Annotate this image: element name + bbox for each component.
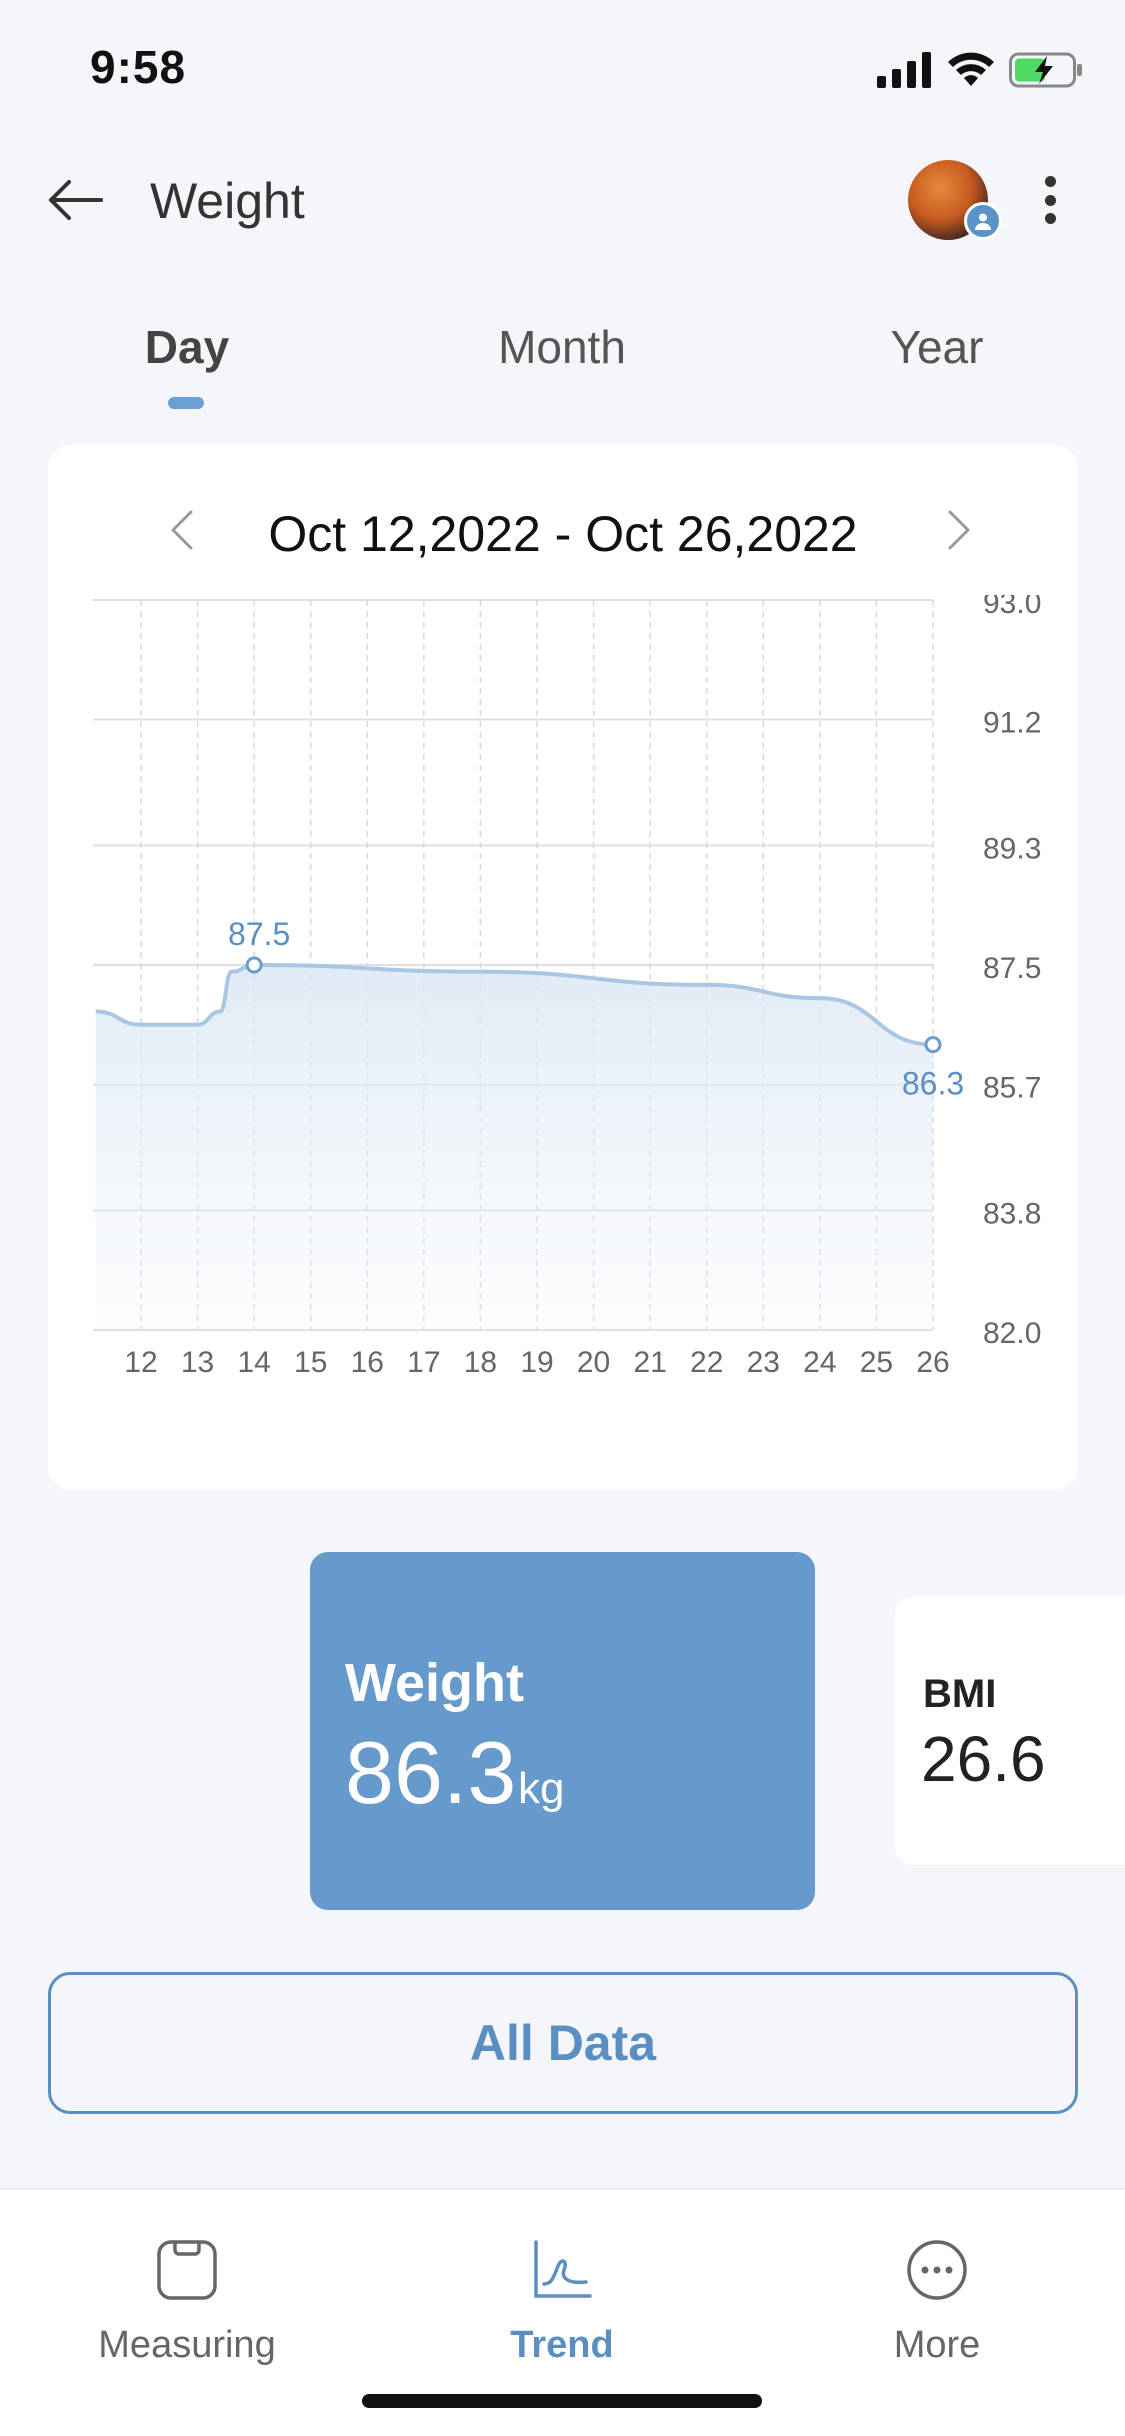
weight-trend-chart: 93.0 91.2 89.3 87.5 85.7 83.8 82.0 12 13 14 15 16 17… xyxy=(93,595,1041,1379)
x-tick-label: 16 xyxy=(351,1346,384,1379)
y-tick-label: 91.2 xyxy=(983,706,1041,739)
bmi-metric-card[interactable]: BMI 26.6 xyxy=(895,1597,1125,1865)
y-tick-label: 83.8 xyxy=(983,1198,1041,1231)
tabbar-item-measuring[interactable]: Measuring xyxy=(57,2230,317,2367)
y-tick-label: 87.5 xyxy=(983,952,1041,985)
back-button[interactable] xyxy=(40,170,110,230)
tabbar-item-trend[interactable]: Trend xyxy=(432,2230,692,2367)
series-area xyxy=(95,965,933,1330)
weight-metric-card[interactable]: Weight 86.3 kg xyxy=(310,1552,815,1910)
tab-month[interactable]: Month xyxy=(498,321,626,373)
user-badge-icon xyxy=(964,202,1002,240)
chevron-left-icon xyxy=(171,510,193,550)
bmi-value: 26.6 xyxy=(921,1723,1046,1795)
tab-day[interactable]: Day xyxy=(144,321,230,373)
home-indicator xyxy=(362,2394,762,2408)
x-tick-label: 18 xyxy=(464,1346,497,1379)
tab-year[interactable]: Year xyxy=(890,321,984,373)
y-tick-label: 82.0 xyxy=(983,1317,1041,1350)
weight-unit: kg xyxy=(518,1764,565,1813)
x-tick-label: 21 xyxy=(633,1346,666,1379)
weight-label: Weight xyxy=(345,1653,524,1713)
series-line xyxy=(95,962,934,1047)
y-tick-label: 93.0 xyxy=(983,595,1041,620)
x-tick-label: 26 xyxy=(916,1346,949,1379)
next-range-button[interactable] xyxy=(928,500,988,560)
x-tick-label: 19 xyxy=(520,1346,553,1379)
bottom-tab-bar: Measuring Trend More xyxy=(0,2188,1125,2436)
x-tick-label: 15 xyxy=(294,1346,327,1379)
x-tick-label: 24 xyxy=(803,1346,836,1379)
x-tick-label: 23 xyxy=(747,1346,780,1379)
previous-range-button[interactable] xyxy=(153,500,213,560)
data-point-marker xyxy=(245,956,263,974)
period-tabs: Day Month Year xyxy=(0,320,1125,410)
weight-value: 86.3 xyxy=(345,1723,517,1822)
data-point-marker xyxy=(924,1036,942,1054)
x-tick-label: 13 xyxy=(181,1346,214,1379)
status-bar: 9:58 xyxy=(0,0,1125,135)
x-tick-label: 20 xyxy=(577,1346,610,1379)
chart-card: Oct 12,2022 - Oct 26,2022 93.0 91.2 89.3 87… xyxy=(48,445,1078,1490)
data-label: 87.5 xyxy=(228,916,290,952)
nav-bar: Weight xyxy=(0,150,1125,250)
more-icon xyxy=(907,2240,967,2300)
tab-indicator xyxy=(168,397,204,409)
cellular-signal-icon xyxy=(877,52,931,88)
arrow-left-icon xyxy=(49,180,103,220)
scale-icon xyxy=(157,2240,217,2300)
all-data-button[interactable]: All Data xyxy=(48,1972,1078,2114)
x-tick-label: 17 xyxy=(407,1346,440,1379)
x-tick-label: 22 xyxy=(690,1346,723,1379)
x-tick-label: 14 xyxy=(237,1346,270,1379)
x-tick-label: 12 xyxy=(124,1346,157,1379)
tabbar-label-trend: Trend xyxy=(510,2324,614,2366)
x-tick-label: 25 xyxy=(860,1346,893,1379)
page-title: Weight xyxy=(150,173,305,229)
tabbar-item-more[interactable]: More xyxy=(807,2230,1067,2367)
wifi-icon xyxy=(948,52,994,86)
more-options-icon[interactable] xyxy=(1030,170,1070,230)
data-label: 86.3 xyxy=(902,1066,964,1102)
status-time: 9:58 xyxy=(90,41,187,93)
bmi-label: BMI xyxy=(923,1672,997,1716)
trend-icon xyxy=(534,2240,592,2298)
tabbar-label-measuring: Measuring xyxy=(98,2324,276,2366)
tabbar-label-more: More xyxy=(893,2324,981,2366)
battery-charging-icon xyxy=(1009,52,1082,88)
status-icons xyxy=(877,50,1083,90)
chevron-right-icon xyxy=(948,510,970,550)
date-range-label: Oct 12,2022 - Oct 26,2022 xyxy=(268,506,858,562)
y-tick-label: 85.7 xyxy=(983,1071,1041,1104)
y-tick-label: 89.3 xyxy=(983,833,1041,866)
